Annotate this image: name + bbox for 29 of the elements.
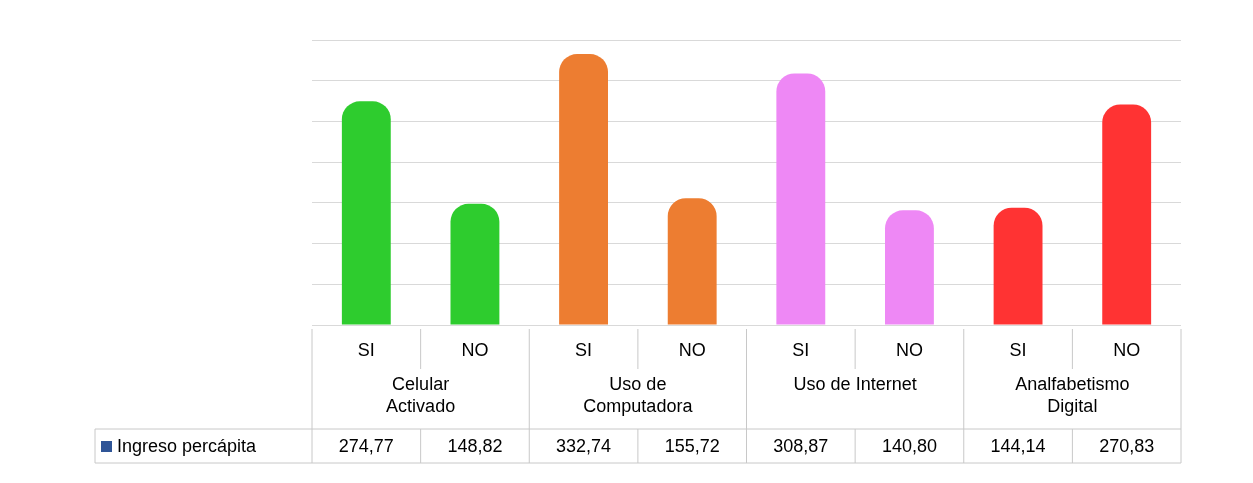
x-tick-label: SI bbox=[1009, 339, 1027, 360]
bar bbox=[667, 198, 717, 325]
bar bbox=[341, 101, 391, 325]
data-label: 332,74 bbox=[556, 435, 612, 456]
bar bbox=[559, 54, 608, 325]
data-label: 144,14 bbox=[990, 435, 1046, 456]
text: Ingreso percápita bbox=[117, 435, 258, 456]
x-tick-label: SI bbox=[357, 339, 375, 360]
data-label: 270,83 bbox=[1099, 435, 1155, 456]
bar bbox=[1102, 104, 1152, 325]
x-tick-label: NO bbox=[461, 339, 489, 360]
x-tick-label: SI bbox=[575, 339, 593, 360]
x-tick-label: NO bbox=[678, 339, 706, 360]
x-tick-label: SI bbox=[792, 339, 810, 360]
x-tick-label: NO bbox=[895, 339, 923, 360]
text: Celular Activado bbox=[386, 373, 456, 416]
bar bbox=[993, 207, 1043, 325]
x-tick-label: NO bbox=[1113, 339, 1141, 360]
text: Uso de Internet bbox=[793, 373, 917, 394]
bar bbox=[885, 210, 934, 325]
data-label: 308,87 bbox=[773, 435, 829, 456]
text: Analfabetismo Digital bbox=[1015, 373, 1130, 416]
data-label: 140,80 bbox=[881, 435, 937, 456]
text: Uso de Computadora bbox=[583, 373, 694, 416]
data-label: 274,77 bbox=[338, 435, 394, 456]
data-label: 148,82 bbox=[447, 435, 503, 456]
data-label: 155,72 bbox=[664, 435, 720, 456]
bar bbox=[450, 203, 500, 325]
bar bbox=[776, 73, 826, 325]
